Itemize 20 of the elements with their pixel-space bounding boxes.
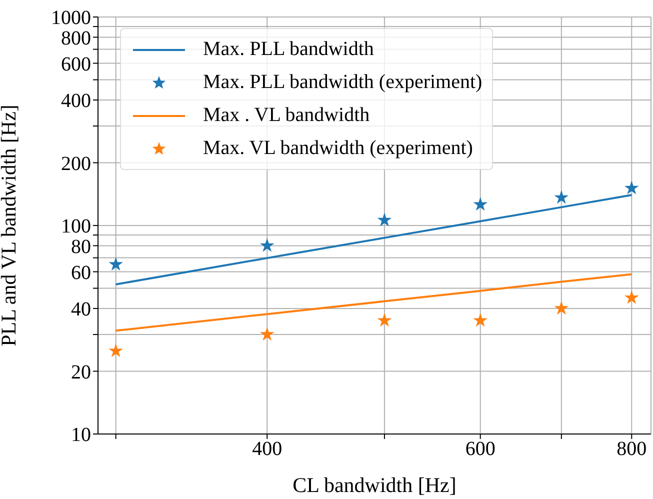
y-tick-label: 200 bbox=[61, 152, 91, 175]
y-tick-label: 20 bbox=[71, 361, 91, 384]
y-tick-label: 10 bbox=[71, 424, 91, 446]
legend-label: Max . VL bandwidth bbox=[203, 104, 370, 127]
y-tick-label: 80 bbox=[71, 236, 91, 258]
legend-label: Max. PLL bandwidth bbox=[203, 38, 374, 61]
x-axis-title: CL bandwidth [Hz] bbox=[292, 473, 456, 497]
x-tick-label: 400 bbox=[252, 438, 282, 460]
x-tick-label: 800 bbox=[616, 438, 647, 460]
y-tick-label: 60 bbox=[71, 262, 91, 284]
y-tick-label: 600 bbox=[61, 53, 91, 76]
y-tick-label: 800 bbox=[61, 27, 91, 50]
y-tick-label: 40 bbox=[71, 298, 91, 321]
y-axis-title: PLL and VL bandwidth [Hz] bbox=[0, 104, 20, 346]
y-tick-label: 100 bbox=[61, 216, 91, 238]
legend-label: Max. PLL bandwidth (experiment) bbox=[203, 71, 482, 94]
x-tick-label: 600 bbox=[465, 438, 496, 460]
y-tick-label: 400 bbox=[61, 90, 91, 112]
legend-label: Max. VL bandwidth (experiment) bbox=[203, 137, 473, 160]
y-tick-label: 1000 bbox=[51, 7, 91, 30]
